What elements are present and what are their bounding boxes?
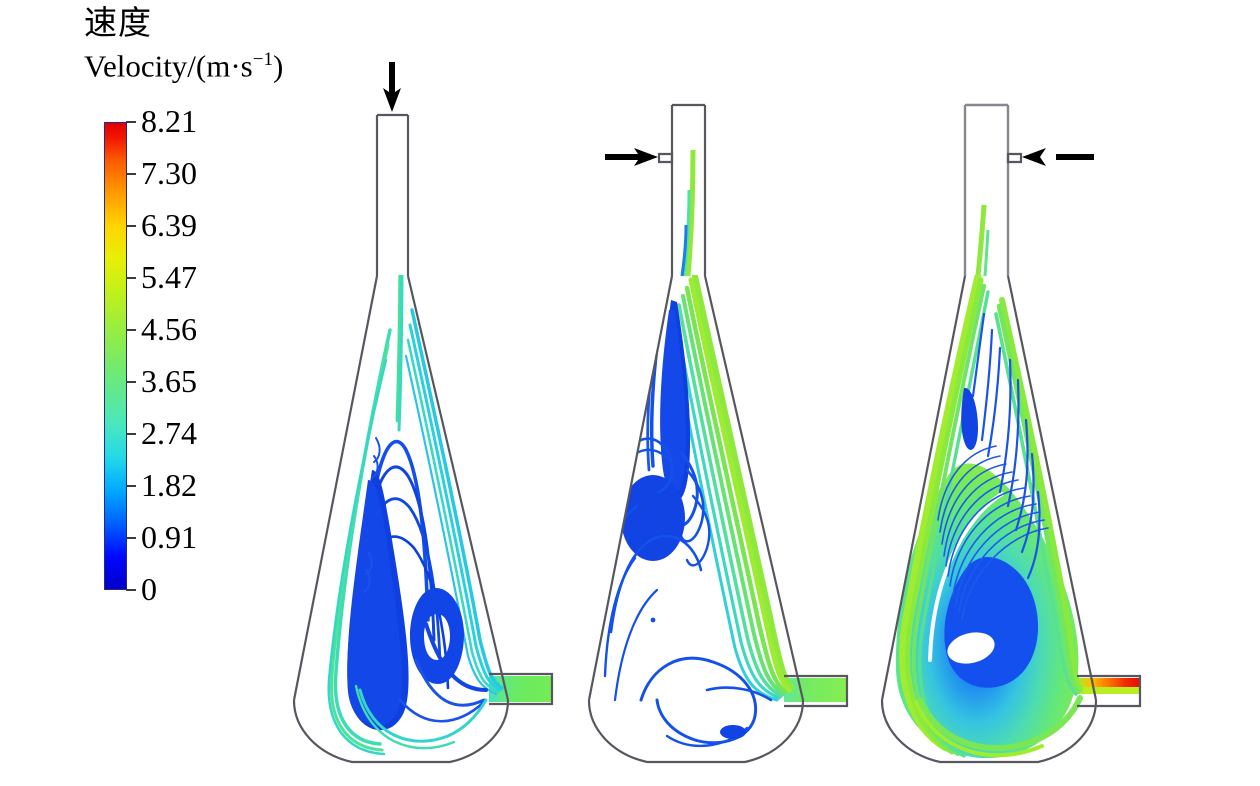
colorbar-tick-9 (126, 589, 136, 591)
legend-title-suffix: ) (272, 48, 284, 84)
colorbar-tick-label-3: 5.47 (141, 259, 197, 295)
colorbar-tick-6 (126, 433, 136, 435)
panel-2-outlet-flow (784, 678, 846, 702)
colorbar-tick-1 (126, 173, 136, 175)
colorbar-tick-5 (126, 381, 136, 383)
colorbar-tick-label-0: 8.21 (141, 103, 197, 139)
cfd-panel-1 (240, 0, 660, 786)
colorbar: 8.21 7.30 6.39 5.47 4.56 3.65 2.74 1.82 0.91 0 (104, 105, 254, 605)
colorbar-tick-0 (126, 121, 136, 123)
legend-title-chinese: 速度 (84, 3, 152, 42)
colorbar-tick-label-9: 0 (141, 571, 157, 607)
panel-3-outlet-flow (1077, 678, 1139, 700)
colorbar-tick-7 (126, 485, 136, 487)
colorbar-tick-label-6: 2.74 (141, 415, 197, 451)
panel-1-streamlines (327, 275, 504, 756)
panel-3-vessel-outline (963, 103, 1010, 276)
colorbar-tick-2 (126, 225, 136, 227)
panel-2-vessel-outline (587, 103, 849, 764)
panel-2-inlet-arrow (605, 148, 658, 166)
panel-3-streamlines (895, 275, 1083, 759)
panel-3-inlet-arrow (1022, 148, 1094, 166)
colorbar-tick-label-2: 6.39 (141, 207, 197, 243)
colorbar-legend: 速度 Velocity/(m·s−1) (84, 4, 283, 84)
legend-title-exponent: −1 (252, 49, 273, 70)
panel-3-vessel-body-outline (880, 152, 1142, 764)
colorbar-gradient (104, 122, 127, 590)
panel-1-vessel-outline (292, 113, 554, 764)
panel-2-streamlines (603, 275, 794, 748)
colorbar-tick-8 (126, 537, 136, 539)
panel-1-inlet-arrow (383, 62, 401, 112)
colorbar-tick-label-7: 1.82 (141, 467, 197, 503)
colorbar-tick-3 (126, 277, 136, 279)
colorbar-tick-label-8: 0.91 (141, 519, 197, 555)
colorbar-tick-label-5: 3.65 (141, 363, 197, 399)
colorbar-tick-label-4: 4.56 (141, 311, 197, 347)
panel-3-neck-streamlines (975, 204, 990, 277)
colorbar-tick-4 (126, 329, 136, 331)
colorbar-tick-label-1: 7.30 (141, 155, 197, 191)
panel-2-neck-streamlines (680, 149, 696, 277)
cfd-panel-3 (860, 0, 1260, 786)
legend-title-english: Velocity/(m·s−1) (84, 42, 283, 84)
legend-title-prefix: Velocity/(m·s (84, 48, 253, 84)
cfd-panel-2 (555, 0, 975, 786)
